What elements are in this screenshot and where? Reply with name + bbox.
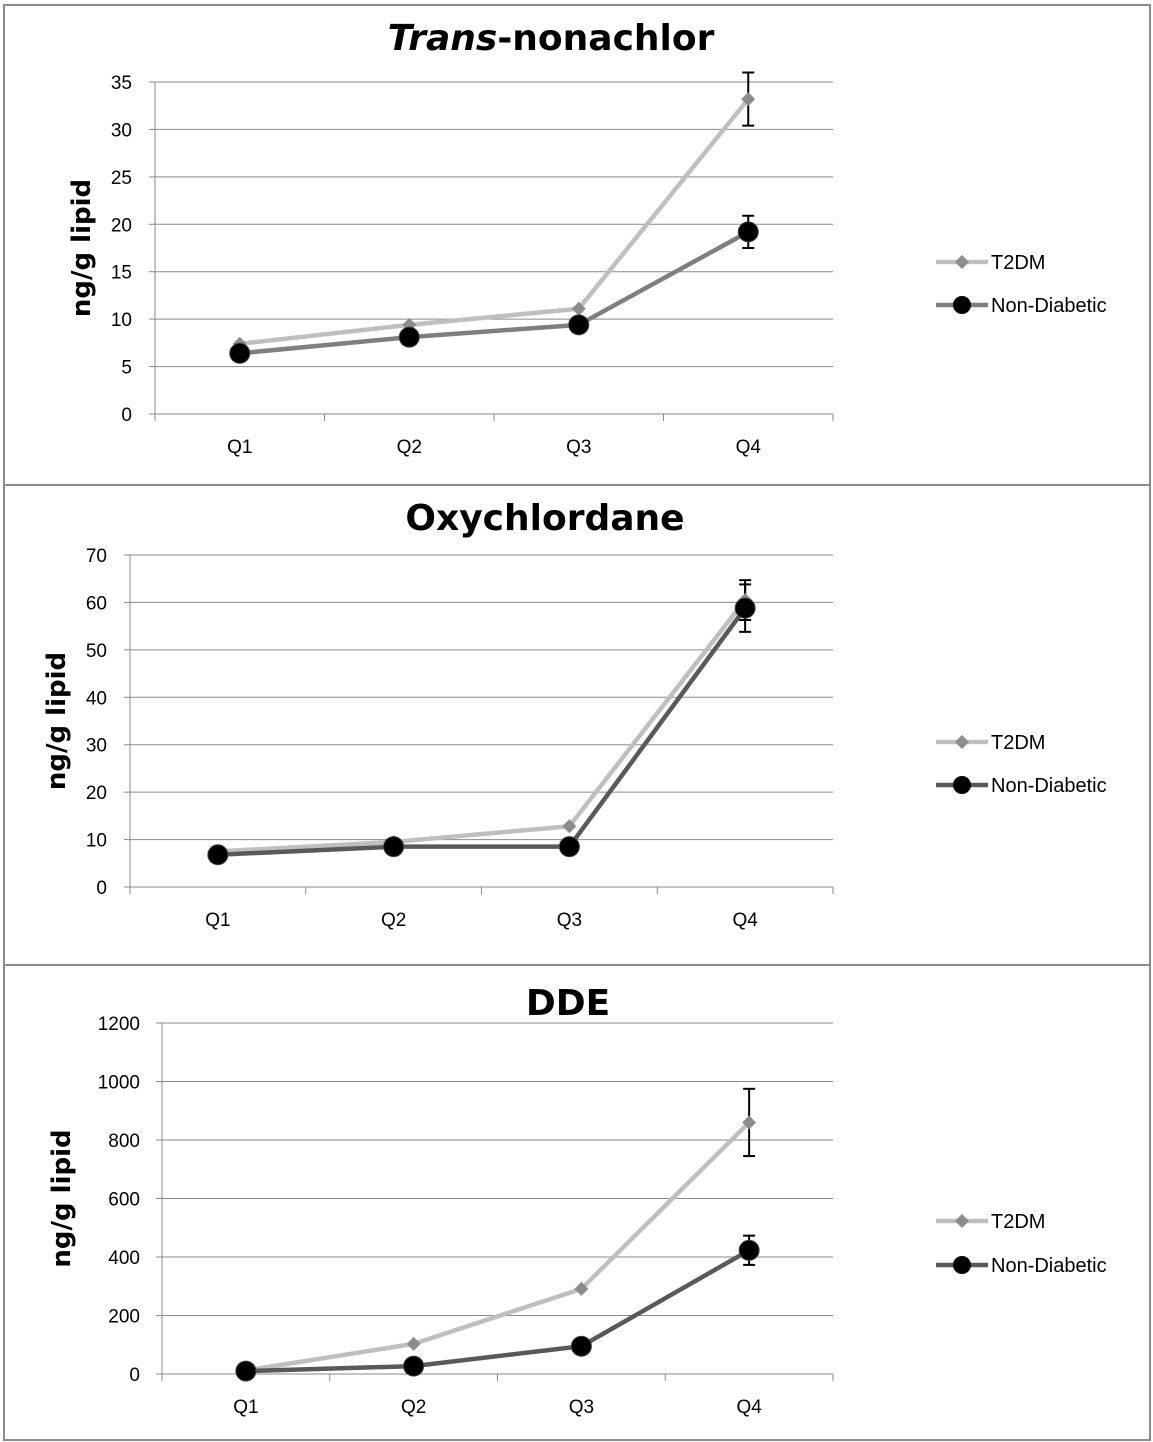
x-tick-label: Q4 bbox=[736, 1397, 762, 1418]
y-tick-label: 400 bbox=[108, 1248, 140, 1269]
x-tick-label: Q2 bbox=[401, 1397, 426, 1418]
y-tick-label: 60 bbox=[86, 593, 107, 614]
legend-item-t2dm: T2DM bbox=[936, 252, 1045, 274]
y-tick-label: 50 bbox=[86, 641, 107, 662]
y-axis-title: ng/g lipid bbox=[47, 1129, 77, 1267]
x-tick-label: Q4 bbox=[732, 910, 758, 931]
legend-item-t2dm: T2DM bbox=[936, 732, 1045, 754]
x-tick-label: Q4 bbox=[736, 437, 762, 458]
y-tick-label: 20 bbox=[86, 783, 107, 804]
data-point-non-diabetic bbox=[570, 1335, 592, 1357]
panel-frame bbox=[3, 4, 1151, 486]
legend-item-non-diabetic: Non-Diabetic bbox=[936, 1255, 1107, 1277]
x-tick-label: Q2 bbox=[381, 910, 406, 931]
y-tick-label: 70 bbox=[86, 546, 107, 567]
x-tick-label: Q3 bbox=[557, 910, 582, 931]
data-point-non-diabetic bbox=[235, 1360, 257, 1382]
series-line-non-diabetic bbox=[217, 606, 747, 857]
data-point-t2dm bbox=[406, 1336, 421, 1351]
x-tick-label: Q1 bbox=[205, 910, 230, 931]
legend-item-non-diabetic: Non-Diabetic bbox=[936, 775, 1107, 797]
x-tick-label: Q1 bbox=[233, 1397, 258, 1418]
legend-label: Non-Diabetic bbox=[991, 1255, 1107, 1277]
legend-marker bbox=[955, 1214, 969, 1228]
panel-frame bbox=[3, 484, 1151, 966]
data-point-non-diabetic bbox=[734, 597, 756, 619]
legend-marker bbox=[953, 1256, 971, 1274]
y-axis-title: ng/g lipid bbox=[42, 652, 72, 790]
legend-marker bbox=[953, 776, 971, 794]
data-point-non-diabetic bbox=[568, 314, 590, 336]
x-tick-label: Q3 bbox=[566, 437, 591, 458]
x-tick-label: Q3 bbox=[569, 1397, 594, 1418]
y-tick-label: 35 bbox=[111, 73, 132, 94]
y-tick-label: 1000 bbox=[98, 1073, 140, 1094]
y-tick-label: 0 bbox=[121, 405, 132, 426]
y-tick-label: 1200 bbox=[98, 1014, 140, 1035]
legend-marker bbox=[955, 255, 969, 269]
data-point-non-diabetic bbox=[207, 844, 229, 866]
data-point-non-diabetic bbox=[737, 221, 759, 243]
y-tick-label: 10 bbox=[111, 310, 132, 331]
legend-label: T2DM bbox=[991, 732, 1045, 754]
legend-item-t2dm: T2DM bbox=[936, 1211, 1045, 1233]
series-line-non-diabetic bbox=[239, 229, 750, 356]
data-point-t2dm bbox=[574, 1281, 589, 1296]
data-point-t2dm bbox=[741, 92, 756, 107]
legend-marker bbox=[955, 735, 969, 749]
y-tick-label: 0 bbox=[96, 878, 107, 899]
data-point-t2dm bbox=[742, 1115, 757, 1130]
y-tick-label: 20 bbox=[111, 215, 132, 236]
series-line-t2dm bbox=[217, 598, 747, 854]
chart-title: Oxychlordane bbox=[405, 498, 684, 539]
x-tick-label: Q2 bbox=[397, 437, 422, 458]
chart-panel-2: 0 10 20 30 40 50 60 70 Q1 Q2 Q3 Q4 Oxychlordane ng/g … bbox=[3, 484, 1151, 966]
panel-frame bbox=[3, 964, 1151, 1441]
data-point-t2dm bbox=[562, 819, 577, 834]
y-tick-label: 30 bbox=[111, 120, 132, 141]
chart-panel-1: 0 5 10 15 20 25 30 35 Q1 Q2 Q3 Q4 Trans-nonachlor ng/… bbox=[3, 4, 1151, 486]
y-tick-label: 600 bbox=[108, 1190, 140, 1211]
data-point-non-diabetic bbox=[383, 836, 405, 858]
y-tick-label: 15 bbox=[111, 263, 132, 284]
legend-label: T2DM bbox=[991, 1211, 1045, 1233]
y-tick-label: 5 bbox=[121, 358, 132, 379]
y-tick-label: 200 bbox=[108, 1307, 140, 1328]
legend-label: Non-Diabetic bbox=[991, 775, 1107, 797]
y-tick-label: 0 bbox=[129, 1365, 140, 1386]
data-point-t2dm bbox=[571, 301, 586, 316]
series-line-t2dm bbox=[245, 1120, 751, 1373]
y-tick-label: 30 bbox=[86, 736, 107, 757]
chart-title: DDE bbox=[526, 983, 610, 1024]
legend-item-non-diabetic: Non-Diabetic bbox=[936, 295, 1107, 317]
x-tick-label: Q1 bbox=[227, 437, 252, 458]
data-point-non-diabetic bbox=[403, 1355, 425, 1377]
series-line-t2dm bbox=[239, 97, 750, 347]
data-point-non-diabetic bbox=[229, 342, 251, 364]
data-point-non-diabetic bbox=[398, 326, 420, 348]
y-tick-label: 40 bbox=[86, 688, 107, 709]
legend-label: Non-Diabetic bbox=[991, 295, 1107, 317]
data-point-non-diabetic bbox=[558, 836, 580, 858]
series-line-non-diabetic bbox=[245, 1248, 751, 1374]
y-tick-label: 25 bbox=[111, 168, 132, 189]
chart-title: Trans-nonachlor bbox=[388, 18, 715, 59]
y-tick-label: 10 bbox=[86, 831, 107, 852]
legend-label: T2DM bbox=[991, 252, 1045, 274]
data-point-non-diabetic bbox=[738, 1239, 760, 1261]
chart-panel-3: 0 200 400 600 800 1000 1200 Q1 Q2 Q3 Q4 DDE ng/g lip… bbox=[3, 964, 1151, 1441]
y-axis-title: ng/g lipid bbox=[67, 179, 97, 317]
y-tick-label: 800 bbox=[108, 1131, 140, 1152]
legend-marker bbox=[953, 296, 971, 314]
